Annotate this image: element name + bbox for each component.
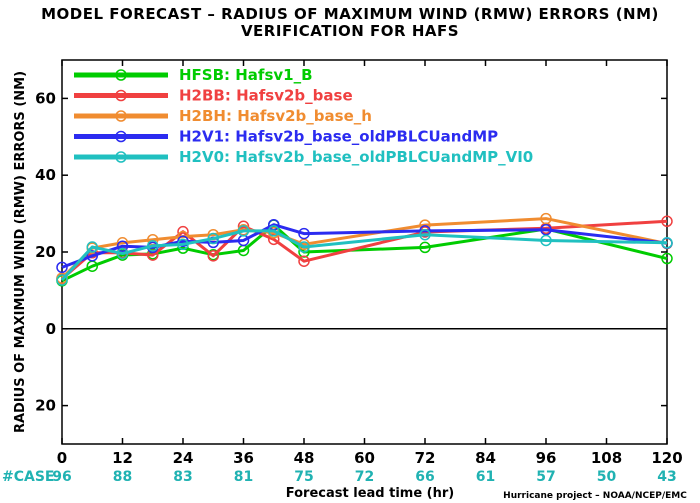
chart-subtitle: VERIFICATION FOR HAFS <box>241 22 459 40</box>
data-point <box>237 225 250 237</box>
y-tick-label: 20 <box>35 397 56 415</box>
legend-label: H2BB: Hafsv2b_base <box>179 87 353 105</box>
case-count: 88 <box>113 469 132 485</box>
data-point <box>419 241 431 254</box>
data-point <box>56 261 68 274</box>
data-point <box>298 241 310 253</box>
y-tick-label: 40 <box>35 166 56 184</box>
x-tick-label: 12 <box>112 449 133 467</box>
data-point <box>116 247 129 260</box>
legend-label: H2V1: Hafsv2b_base_oldPBLCUandMP <box>179 128 498 146</box>
legend-marker <box>115 110 127 122</box>
legend-marker <box>115 130 127 143</box>
chart-title: MODEL FORECAST – RADIUS OF MAXIMUM WIND … <box>41 5 659 23</box>
credit-text: Hurricane project – NOAA/NCEP/EMC <box>503 491 687 501</box>
y-tick-label: 60 <box>35 89 56 107</box>
axes-layer: 20 0 20 40 60 0 12 24 36 48 60 72 84 96 108 120 <box>35 60 683 467</box>
case-count: 83 <box>173 469 192 485</box>
x-tick-label: 72 <box>415 449 436 467</box>
y-axis-label: RADIUS OF MAXIMUM WIND (RMW) ERRORS (NM) <box>13 71 28 433</box>
data-point <box>661 252 673 265</box>
x-tick-label: 48 <box>294 449 315 467</box>
x-tick-label: 120 <box>651 449 682 467</box>
data-point <box>661 237 673 249</box>
data-point <box>147 249 159 261</box>
legend-label: H2BH: Hafsv2b_base_h <box>179 107 372 125</box>
case-count: 96 <box>52 469 71 485</box>
data-point <box>661 215 673 228</box>
data-point <box>177 235 189 247</box>
legend-marker <box>115 151 127 163</box>
case-count: 81 <box>234 469 253 485</box>
data-point <box>207 232 219 245</box>
data-point <box>177 238 189 251</box>
legend-label: H2V0: Hafsv2b_base_oldPBLCUandMP_VI0 <box>179 148 533 166</box>
case-count: 43 <box>657 469 676 485</box>
data-point <box>207 250 219 262</box>
x-tick-label: 84 <box>475 449 496 467</box>
x-tick-label: 36 <box>233 449 254 467</box>
data-point <box>268 225 280 237</box>
case-counts: 96 88 83 81 75 72 66 61 57 50 43 <box>52 469 676 485</box>
data-point <box>540 223 552 236</box>
data-point <box>540 234 552 247</box>
case-count: 75 <box>294 469 313 485</box>
data-point <box>298 227 310 240</box>
case-count: 66 <box>415 469 434 485</box>
y-tick-label: 20 <box>35 243 56 261</box>
data-point <box>116 240 129 252</box>
data-point <box>419 228 431 241</box>
legend-label: HFSB: Hafsv1_B <box>179 66 313 84</box>
x-axis-label: Forecast lead time (hr) <box>286 486 454 501</box>
data-point <box>147 240 159 252</box>
data-point <box>56 274 68 286</box>
data-point <box>540 212 552 225</box>
data-point <box>86 241 98 253</box>
data-point <box>86 250 98 262</box>
x-tick-label: 24 <box>173 449 194 467</box>
case-count: 61 <box>476 469 495 485</box>
legend-marker <box>115 69 127 81</box>
case-count: 72 <box>355 469 374 485</box>
data-point <box>298 255 310 267</box>
legend: HFSB: Hafsv1_B H2BB: Hafsv2b_base H2BH: Ha… <box>74 66 533 166</box>
x-tick-label: 108 <box>591 449 622 467</box>
x-tick-label: 96 <box>536 449 557 467</box>
y-tick-label: 0 <box>46 320 56 338</box>
legend-marker <box>115 89 127 102</box>
case-label: #CASE <box>2 469 55 485</box>
x-tick-label: 0 <box>57 449 67 467</box>
case-count: 50 <box>597 469 617 485</box>
series-layer <box>56 212 673 287</box>
x-tick-label: 60 <box>354 449 375 467</box>
case-count: 57 <box>536 469 555 485</box>
